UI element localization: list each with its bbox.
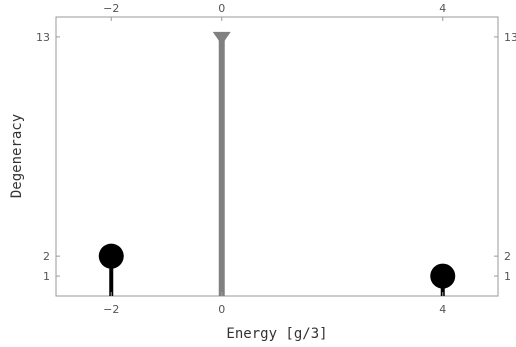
stems-layer bbox=[109, 36, 445, 296]
x-tick-label-bottom: −2 bbox=[103, 303, 119, 316]
y-axis-title: Degeneracy bbox=[9, 114, 25, 198]
y-tick-label-right: 1 bbox=[504, 270, 511, 283]
y-tick-label-left: 13 bbox=[36, 31, 50, 44]
y-tick-label-left: 2 bbox=[43, 250, 50, 263]
data-point-triangle bbox=[212, 31, 231, 45]
x-tick-label-bottom: 0 bbox=[218, 303, 225, 316]
x-tick-label-top: 0 bbox=[218, 2, 225, 15]
y-tick-label-right: 13 bbox=[504, 31, 516, 44]
x-tick-label-top: 4 bbox=[439, 2, 446, 15]
x-tick-label-bottom: 4 bbox=[439, 303, 446, 316]
x-axis-title: Energy [g/3] bbox=[226, 326, 327, 342]
y-tick-label-right: 2 bbox=[504, 250, 511, 263]
plot-frame bbox=[55, 16, 499, 297]
y-tick-label-left: 1 bbox=[43, 270, 50, 283]
data-point-circle bbox=[430, 263, 456, 289]
ticks-layer: −2 −2 0 0 4 4 1 1 2 2 13 13 bbox=[36, 2, 516, 316]
x-tick-label-top: −2 bbox=[103, 2, 119, 15]
data-point-circle bbox=[98, 243, 124, 269]
markers-layer bbox=[98, 31, 456, 289]
